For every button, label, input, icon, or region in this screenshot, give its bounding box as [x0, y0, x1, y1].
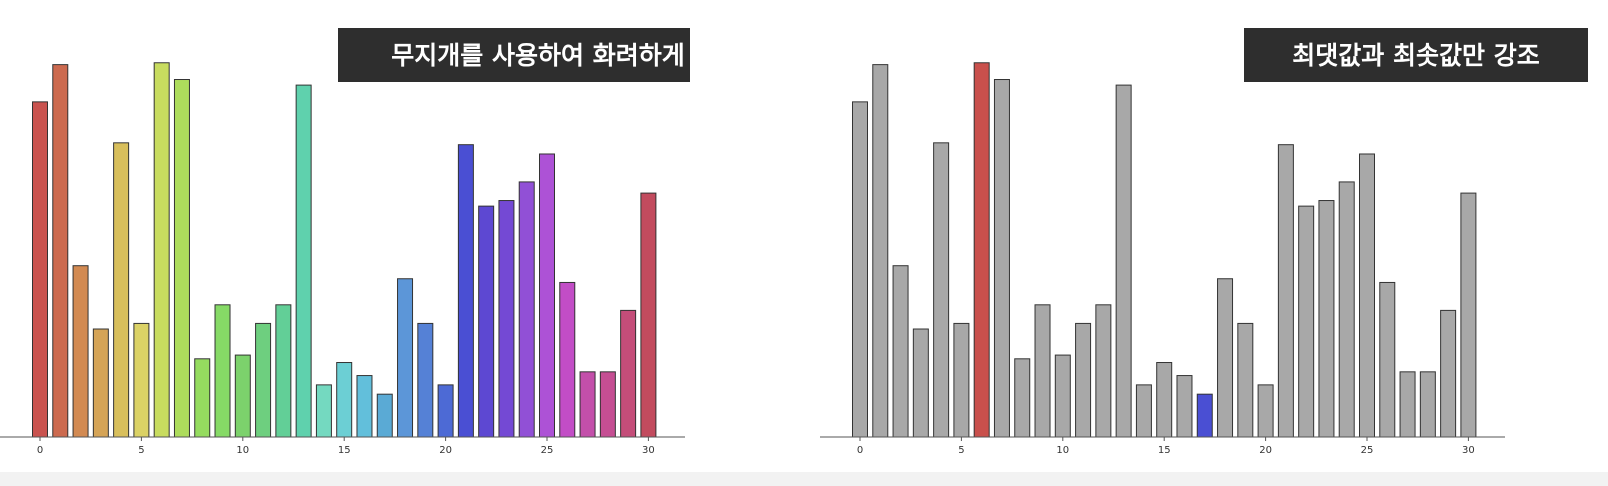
bar-9 — [1034, 304, 1051, 438]
x-tick-label: 25 — [1361, 445, 1374, 456]
bar-10 — [234, 354, 251, 438]
bar-5 — [953, 322, 970, 438]
chart-title-box — [338, 28, 690, 82]
bar-6 — [973, 62, 990, 438]
chart-title: 최댓값과 최솟값만 강조 — [1292, 41, 1539, 70]
bar-29 — [620, 309, 637, 438]
bar-20 — [437, 384, 454, 438]
bar-15 — [1156, 362, 1173, 438]
bar-12 — [275, 304, 292, 438]
bar-24 — [518, 181, 535, 438]
bar-1 — [52, 64, 69, 438]
x-tick-label: 20 — [1259, 445, 1272, 456]
bar-22 — [1298, 205, 1315, 438]
bar-17 — [376, 393, 393, 438]
bar-24 — [1338, 181, 1355, 438]
bar-14 — [1135, 384, 1152, 438]
x-tick-label: 10 — [236, 445, 249, 456]
x-tick-label: 20 — [439, 445, 452, 456]
x-ticks-group: 0 5 10 15 20 25 30 — [857, 437, 1475, 456]
bar-11 — [255, 322, 272, 438]
bar-5 — [133, 322, 150, 438]
bar-0 — [852, 101, 868, 438]
bar-2 — [892, 265, 909, 438]
bar-9 — [214, 304, 231, 438]
x-tick-label: 5 — [958, 445, 964, 456]
rainbow-bar-chart: 0 5 10 15 20 25 30 무지개를 사용하여 화려하게 — [0, 28, 690, 456]
bar-27 — [1399, 371, 1416, 438]
bar-3 — [92, 328, 109, 438]
bar-27 — [579, 371, 596, 438]
x-tick-label: 25 — [541, 445, 554, 456]
bar-2 — [72, 265, 89, 438]
bar-4 — [933, 142, 950, 438]
x-tick-label: 5 — [138, 445, 144, 456]
bar-25 — [1359, 153, 1375, 438]
bar-6 — [153, 62, 170, 438]
bottom-band — [0, 472, 1608, 486]
bar-21 — [457, 144, 474, 438]
bar-23 — [1318, 200, 1335, 438]
bar-15 — [336, 362, 353, 438]
x-tick-label: 15 — [1158, 445, 1171, 456]
chart-title-box — [1244, 28, 1588, 82]
bar-8 — [1014, 358, 1031, 438]
bar-23 — [498, 200, 515, 438]
bar-18 — [397, 278, 414, 438]
x-tick-label: 0 — [37, 445, 43, 456]
bar-11 — [1075, 322, 1092, 438]
highlight-bar-chart: 0 5 10 15 20 25 30 최댓값과 최솟값만 강조 — [820, 28, 1588, 456]
bar-7 — [173, 79, 190, 438]
bar-13 — [1115, 84, 1132, 438]
x-tick-label: 30 — [1462, 445, 1475, 456]
x-tick-label: 0 — [857, 445, 863, 456]
bar-14 — [315, 384, 332, 438]
bar-21 — [1277, 144, 1294, 438]
bar-26 — [1379, 281, 1396, 438]
bar-13 — [295, 84, 312, 438]
bar-29 — [1440, 309, 1457, 438]
bar-19 — [1237, 322, 1254, 438]
bar-3 — [912, 328, 929, 438]
bar-30 — [1460, 192, 1477, 438]
bar-12 — [1095, 304, 1112, 438]
bars-group — [32, 62, 657, 438]
bar-28 — [599, 371, 616, 438]
bar-10 — [1054, 354, 1071, 438]
bar-7 — [993, 79, 1010, 438]
x-tick-label: 30 — [642, 445, 655, 456]
bar-8 — [194, 358, 211, 438]
bar-28 — [1419, 371, 1436, 438]
bar-22 — [478, 205, 495, 438]
x-tick-label: 10 — [1056, 445, 1069, 456]
bar-30 — [640, 192, 657, 438]
bar-16 — [356, 375, 373, 438]
x-tick-label: 15 — [338, 445, 351, 456]
bar-19 — [417, 322, 434, 438]
bar-25 — [539, 153, 555, 438]
bar-18 — [1217, 278, 1234, 438]
bars-group — [852, 62, 1477, 438]
bar-17 — [1196, 393, 1213, 438]
x-ticks-group: 0 5 10 15 20 25 30 — [37, 437, 655, 456]
chart-title: 무지개를 사용하여 화려하게 — [391, 41, 684, 70]
bar-4 — [113, 142, 130, 438]
bar-16 — [1176, 375, 1193, 438]
bar-0 — [32, 101, 48, 438]
bar-20 — [1257, 384, 1274, 438]
bar-1 — [872, 64, 889, 438]
bar-26 — [559, 281, 576, 438]
